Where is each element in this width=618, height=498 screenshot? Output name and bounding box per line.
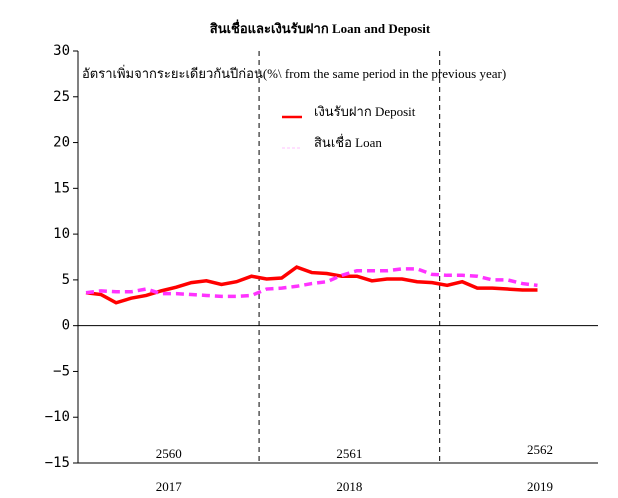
- thai-year-label: 2562: [527, 442, 553, 457]
- series-line: [85, 267, 538, 299]
- legend-label: เงินรับฝาก Deposit: [314, 104, 416, 119]
- y-tick-label: 20: [53, 135, 70, 151]
- y-tick-label: 15: [53, 180, 70, 196]
- y-tick-label: −15: [45, 455, 70, 471]
- y-tick-label: 25: [53, 89, 70, 105]
- thai-year-label: 2561: [336, 446, 362, 461]
- annotation: อัตราเพิ่มจากระยะเดียวกันปีก่อน(%\ from …: [82, 65, 506, 81]
- y-tick-label: 30: [53, 43, 70, 59]
- y-tick-label: 0: [62, 318, 70, 334]
- year-label: 2017: [156, 479, 183, 494]
- year-label: 2018: [336, 479, 362, 494]
- y-tick-label: −10: [45, 409, 70, 425]
- y-tick-label: 10: [53, 226, 70, 242]
- year-label: 2019: [527, 479, 553, 494]
- thai-year-label: 2560: [156, 446, 182, 461]
- y-tick-label: −5: [53, 363, 70, 379]
- legend-label: สินเชื่อ Loan: [314, 134, 382, 150]
- chart-title: สินเชื่อและเงินรับฝาก Loan and Deposit: [210, 19, 431, 36]
- series-line: [85, 265, 538, 305]
- y-tick-label: 5: [62, 272, 70, 288]
